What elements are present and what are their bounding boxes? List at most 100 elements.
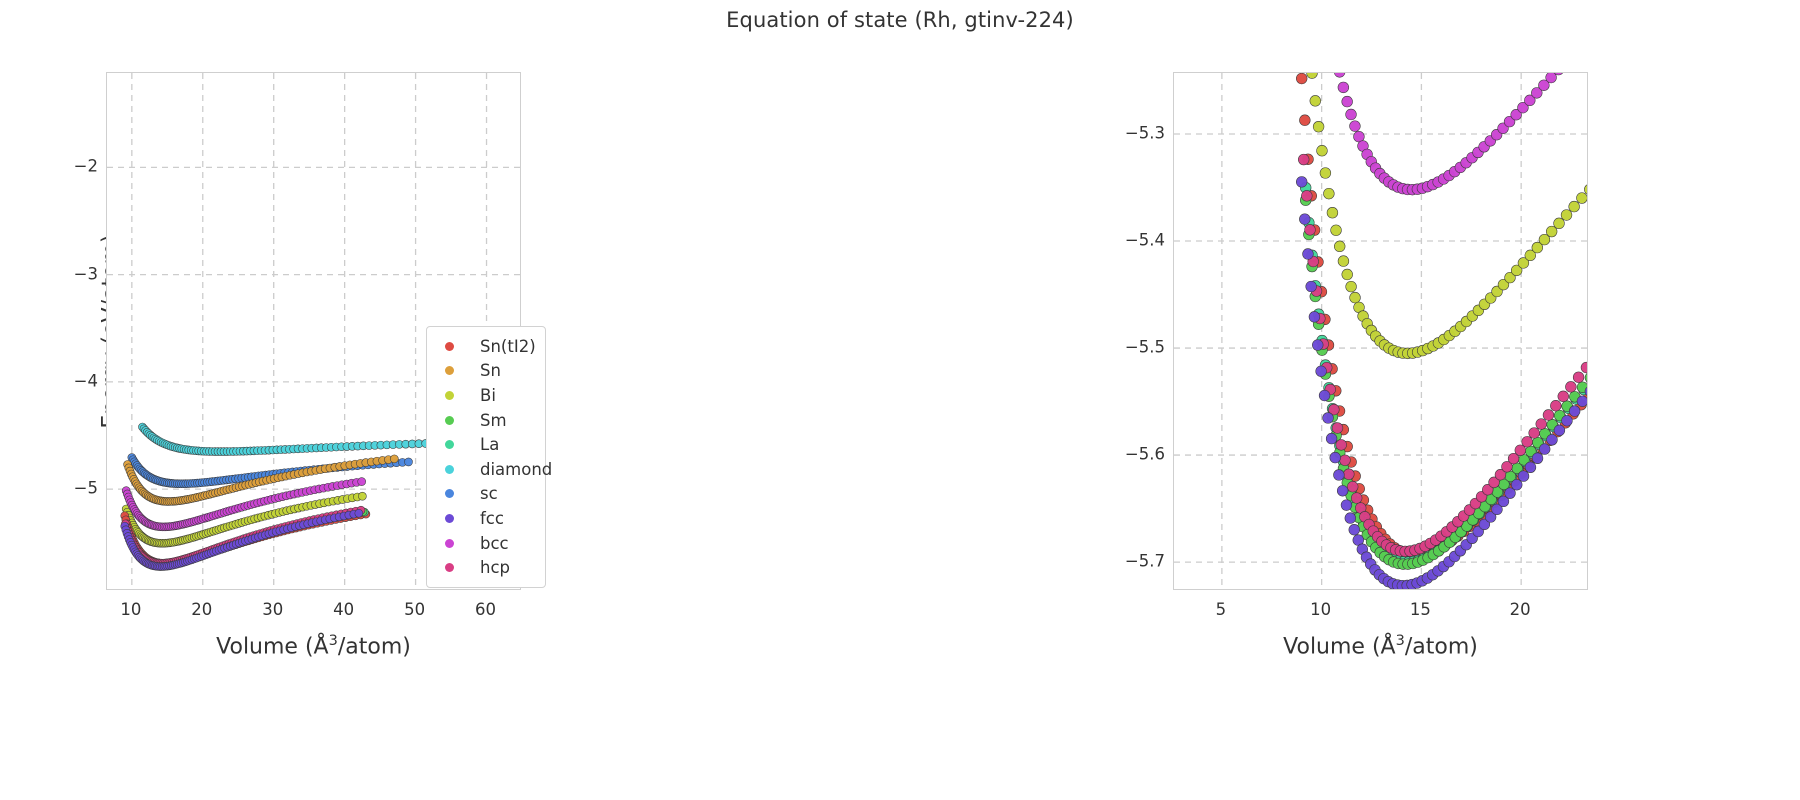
data-point [1323,187,1335,200]
legend-item-diamond[interactable]: diamond [436,457,552,482]
data-point [1553,217,1565,230]
data-point [1330,224,1342,236]
data-point [1347,481,1359,493]
data-point [1301,190,1313,202]
legend-label: hcp [480,558,511,578]
x-tick-label: 20 [1509,600,1531,619]
data-point [1507,452,1520,465]
x-ticks-zoom1: 5 10 15 20 [560,0,1531,800]
data-point [1299,213,1311,225]
data-point [1306,73,1318,79]
data-point [1304,224,1316,236]
data-point [1340,499,1353,511]
data-point [1341,95,1353,108]
data-point [1308,311,1321,323]
y-tick-label: −5.4 [1124,230,1165,250]
legend-item-bcc[interactable]: bcc [436,531,533,556]
x-tick-label: 5 [1215,600,1227,619]
legend-marker-icon [445,415,454,425]
data-point [1482,484,1494,496]
x-axis-label-suffix: /atom) [1404,634,1478,660]
data-point [1550,400,1562,412]
legend-item-sn[interactable]: Sn [436,359,533,384]
data-point [1318,389,1331,402]
data-point [1511,479,1523,491]
x-axis-label-zoom1: Volume (Å3/atom) [1173,633,1588,659]
data-point [1580,361,1587,374]
data-point [1345,108,1357,121]
data-point [1546,434,1558,446]
legend-marker-icon [445,563,454,573]
legend-item-bi[interactable]: Bi [436,383,533,408]
y-tick-label: −5 [73,478,98,498]
data-point [1491,503,1503,516]
data-point [1584,386,1587,396]
legend-marker-icon [445,366,454,376]
legend-item-la[interactable]: La [436,432,533,457]
panel-zoom1: −5.3 −5.4 −5.5 −5.6 −5.7 5 10 15 20 Volume (Å3/… [560,0,1588,800]
data-point [1319,167,1332,179]
x-tick-label: 10 [1310,600,1332,619]
legend-label: bcc [480,533,509,553]
data-point [1568,405,1581,417]
data-point [1539,443,1551,455]
data-point [1545,225,1558,238]
data-point [1315,365,1327,377]
x-axis-label-prefix: Volume (Å [1283,634,1396,660]
data-point [1312,339,1324,351]
data-point [1524,94,1536,107]
data-point [1302,248,1314,260]
data-point [1545,73,1557,84]
data-point [1341,268,1353,281]
legend-label: fcc [480,508,504,528]
data-point [1553,424,1566,437]
legend-item-sc[interactable]: sc [436,482,533,507]
y-ticks-zoom1: −5.3 −5.4 −5.5 −5.6 −5.7 [560,0,1165,800]
legend-label: Sm [480,410,507,430]
y-tick-label: −5.3 [1124,123,1165,143]
x-ticks-overview: 10 20 30 40 50 60 [0,0,560,800]
y-tick-label: −5.6 [1124,444,1165,464]
legend-item-hcp[interactable]: hcp [436,555,533,580]
legend-label: diamond [480,459,553,479]
legend-item-fcc[interactable]: fcc [436,506,533,531]
x-axis-label-suffix: /atom) [337,634,411,660]
legend-marker-icon [445,538,454,548]
data-point [1524,249,1536,262]
data-point [1329,451,1341,464]
y-ticks-overview: −2 −3 −4 −5 [0,0,560,800]
plot-area-zoom1[interactable] [1173,72,1588,590]
data-point [1345,280,1357,293]
x-tick-label: 50 [404,600,426,619]
data-point [1326,207,1339,219]
data-point [404,457,413,467]
data-point [1335,439,1347,451]
data-point [1557,390,1569,403]
data-point [390,454,399,464]
legend-label: La [480,435,500,455]
data-point [1503,115,1516,128]
series-fcc [1296,176,1587,589]
legend-label: Sn(tI2) [480,336,536,356]
data-point [1331,422,1344,434]
series-sc [127,453,413,489]
y-tick-label: −3 [73,264,98,284]
data-point [1510,264,1523,277]
data-point [1325,432,1338,445]
y-tick-label: −2 [73,156,98,176]
legend-item-snti2[interactable]: Sn(tI2) [436,334,536,359]
data-point [1484,511,1497,523]
data-point [1322,412,1334,424]
data-point [1488,476,1500,489]
y-tick-label: −5.5 [1124,337,1165,357]
data-point [1510,109,1522,121]
data-point [1305,280,1317,293]
data-point [1349,291,1361,304]
data-point [1553,73,1563,76]
legend-item-sm[interactable]: Sm [436,408,533,433]
legend[interactable]: Sn(tI2) Sn Bi Sm La diamond sc fcc bcc hcp [426,326,552,588]
data-point [1504,487,1516,499]
data-point [1517,470,1530,482]
